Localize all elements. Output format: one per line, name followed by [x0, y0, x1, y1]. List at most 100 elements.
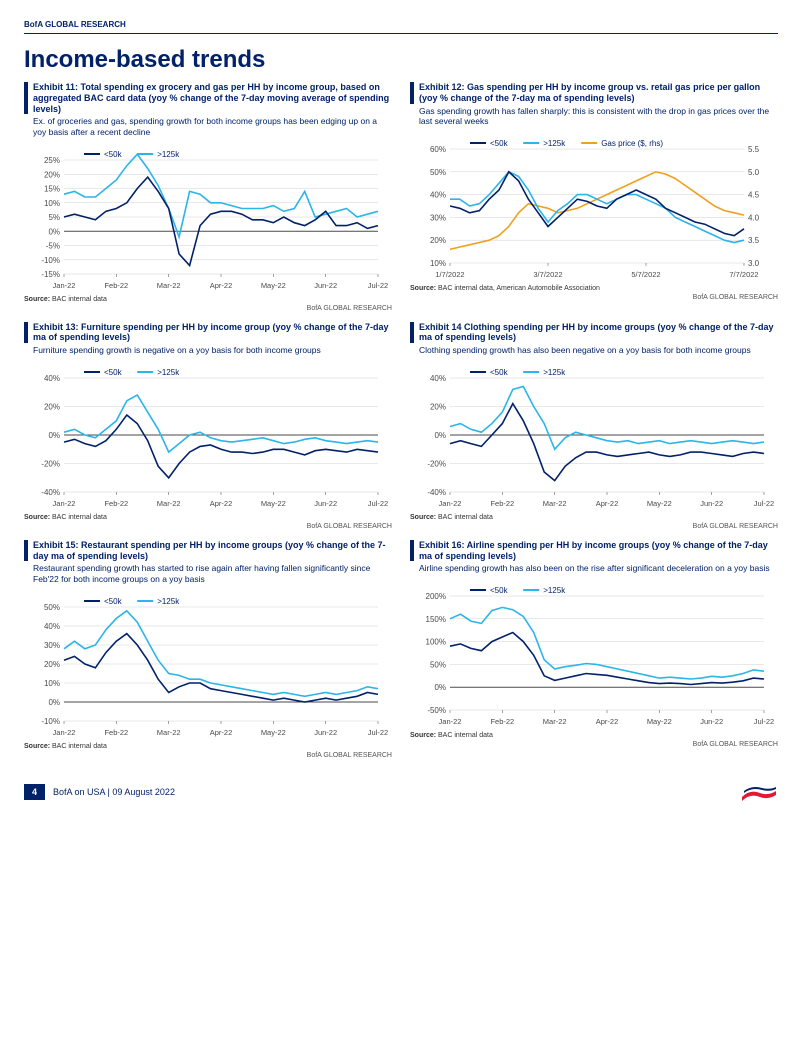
svg-text:50%: 50% — [44, 603, 60, 612]
ex12-sub: Gas spending growth has fallen sharply: … — [419, 106, 778, 127]
ex12-source: Source: BAC internal data, American Auto… — [410, 285, 778, 292]
ex14-title: Exhibit 14 Clothing spending per HH by i… — [419, 322, 778, 344]
ex16-attrib: BofA GLOBAL RESEARCH — [410, 741, 778, 748]
ex15-title: Exhibit 15: Restaurant spending per HH b… — [33, 540, 392, 562]
chart-e12: 10%20%30%40%50%60%3.03.54.04.55.05.51/7/… — [410, 131, 778, 281]
svg-text:Jan-22: Jan-22 — [439, 717, 462, 726]
svg-text:3.0: 3.0 — [748, 259, 760, 268]
svg-text:-10%: -10% — [41, 717, 60, 726]
svg-text:0%: 0% — [48, 698, 60, 707]
chart-e11: -15%-10%-5%0%5%10%15%20%25%Jan-22Feb-22M… — [24, 142, 392, 292]
svg-text:4.0: 4.0 — [748, 213, 760, 222]
ex14-attrib: BofA GLOBAL RESEARCH — [410, 523, 778, 530]
svg-text:150%: 150% — [426, 615, 446, 624]
svg-text:40%: 40% — [430, 374, 446, 383]
svg-text:40%: 40% — [430, 190, 446, 199]
svg-text:50%: 50% — [430, 660, 446, 669]
svg-text:>125k: >125k — [157, 368, 180, 377]
svg-text:Feb-22: Feb-22 — [104, 499, 128, 508]
svg-text:50%: 50% — [430, 168, 446, 177]
svg-text:Jul-22: Jul-22 — [368, 499, 388, 508]
svg-text:10%: 10% — [44, 198, 60, 207]
svg-text:Mar-22: Mar-22 — [543, 499, 567, 508]
svg-text:May-22: May-22 — [261, 499, 286, 508]
ex12-title: Exhibit 12: Gas spending per HH by incom… — [419, 82, 778, 104]
ex11-attrib: BofA GLOBAL RESEARCH — [24, 305, 392, 312]
svg-text:0%: 0% — [434, 431, 446, 440]
svg-text:Apr-22: Apr-22 — [210, 281, 233, 290]
svg-text:Apr-22: Apr-22 — [596, 717, 619, 726]
chart-e13: -40%-20%0%20%40%Jan-22Feb-22Mar-22Apr-22… — [24, 360, 392, 510]
footer-text: BofA on USA | 09 August 2022 — [53, 787, 740, 797]
svg-text:May-22: May-22 — [261, 281, 286, 290]
exhibit-14: Exhibit 14 Clothing spending per HH by i… — [410, 322, 778, 530]
svg-text:3/7/2022: 3/7/2022 — [533, 270, 562, 279]
ex13-title: Exhibit 13: Furniture spending per HH by… — [33, 322, 392, 344]
svg-text:-20%: -20% — [41, 459, 60, 468]
chart-e15: -10%0%10%20%30%40%50%Jan-22Feb-22Mar-22A… — [24, 589, 392, 739]
svg-text:20%: 20% — [44, 660, 60, 669]
page-number: 4 — [24, 784, 45, 800]
chart-e16: -50%0%50%100%150%200%Jan-22Feb-22Mar-22A… — [410, 578, 778, 728]
svg-text:20%: 20% — [430, 236, 446, 245]
ex13-attrib: BofA GLOBAL RESEARCH — [24, 523, 392, 530]
svg-text:0%: 0% — [434, 683, 446, 692]
svg-text:60%: 60% — [430, 145, 446, 154]
svg-text:Apr-22: Apr-22 — [210, 499, 233, 508]
svg-text:May-22: May-22 — [647, 499, 672, 508]
svg-text:Jul-22: Jul-22 — [754, 499, 774, 508]
page-footer: 4 BofA on USA | 09 August 2022 — [24, 775, 778, 817]
exhibit-16: Exhibit 16: Airline spending per HH by i… — [410, 540, 778, 759]
svg-text:<50k: <50k — [490, 586, 509, 595]
svg-text:1/7/2022: 1/7/2022 — [435, 270, 464, 279]
svg-text:Jun-22: Jun-22 — [314, 499, 337, 508]
svg-text:Jul-22: Jul-22 — [368, 281, 388, 290]
svg-text:Jul-22: Jul-22 — [754, 717, 774, 726]
svg-text:30%: 30% — [430, 213, 446, 222]
svg-text:Mar-22: Mar-22 — [157, 281, 181, 290]
svg-text:May-22: May-22 — [647, 717, 672, 726]
svg-text:Jun-22: Jun-22 — [314, 728, 337, 737]
ex16-sub: Airline spending growth has also been on… — [419, 563, 778, 574]
svg-text:-40%: -40% — [41, 488, 60, 497]
svg-text:5%: 5% — [48, 213, 60, 222]
svg-text:Jan-22: Jan-22 — [53, 728, 76, 737]
svg-text:5.0: 5.0 — [748, 168, 760, 177]
svg-text:40%: 40% — [44, 374, 60, 383]
chart-e14: -40%-20%0%20%40%Jan-22Feb-22Mar-22Apr-22… — [410, 360, 778, 510]
svg-text:>125k: >125k — [543, 139, 566, 148]
svg-text:May-22: May-22 — [261, 728, 286, 737]
svg-text:Jun-22: Jun-22 — [700, 717, 723, 726]
svg-text:Jan-22: Jan-22 — [439, 499, 462, 508]
svg-text:>125k: >125k — [157, 597, 180, 606]
svg-text:Feb-22: Feb-22 — [104, 281, 128, 290]
exhibit-15: Exhibit 15: Restaurant spending per HH b… — [24, 540, 392, 759]
ex13-sub: Furniture spending growth is negative on… — [33, 345, 392, 356]
ex16-title: Exhibit 16: Airline spending per HH by i… — [419, 540, 778, 562]
svg-text:<50k: <50k — [490, 139, 509, 148]
svg-text:>125k: >125k — [543, 586, 566, 595]
bofa-logo-icon — [740, 781, 778, 803]
svg-text:200%: 200% — [426, 592, 446, 601]
exhibit-13: Exhibit 13: Furniture spending per HH by… — [24, 322, 392, 530]
svg-text:<50k: <50k — [104, 597, 123, 606]
svg-text:Mar-22: Mar-22 — [157, 728, 181, 737]
ex14-source: Source: BAC internal data — [410, 514, 778, 521]
svg-text:100%: 100% — [426, 638, 446, 647]
svg-text:Apr-22: Apr-22 — [596, 499, 619, 508]
header-brand: BofA GLOBAL RESEARCH — [24, 20, 778, 34]
svg-text:-40%: -40% — [427, 488, 446, 497]
svg-text:-10%: -10% — [41, 255, 60, 264]
svg-text:20%: 20% — [430, 402, 446, 411]
svg-text:Jun-22: Jun-22 — [314, 281, 337, 290]
ex11-source: Source: BAC internal data — [24, 296, 392, 303]
svg-text:40%: 40% — [44, 622, 60, 631]
exhibit-11: Exhibit 11: Total spending ex grocery an… — [24, 82, 392, 312]
svg-text:10%: 10% — [44, 679, 60, 688]
ex15-sub: Restaurant spending growth has started t… — [33, 563, 392, 584]
ex11-title: Exhibit 11: Total spending ex grocery an… — [33, 82, 392, 114]
svg-text:Gas price ($, rhs): Gas price ($, rhs) — [601, 139, 663, 148]
svg-text:30%: 30% — [44, 641, 60, 650]
svg-text:-50%: -50% — [427, 706, 446, 715]
svg-text:5.5: 5.5 — [748, 145, 760, 154]
